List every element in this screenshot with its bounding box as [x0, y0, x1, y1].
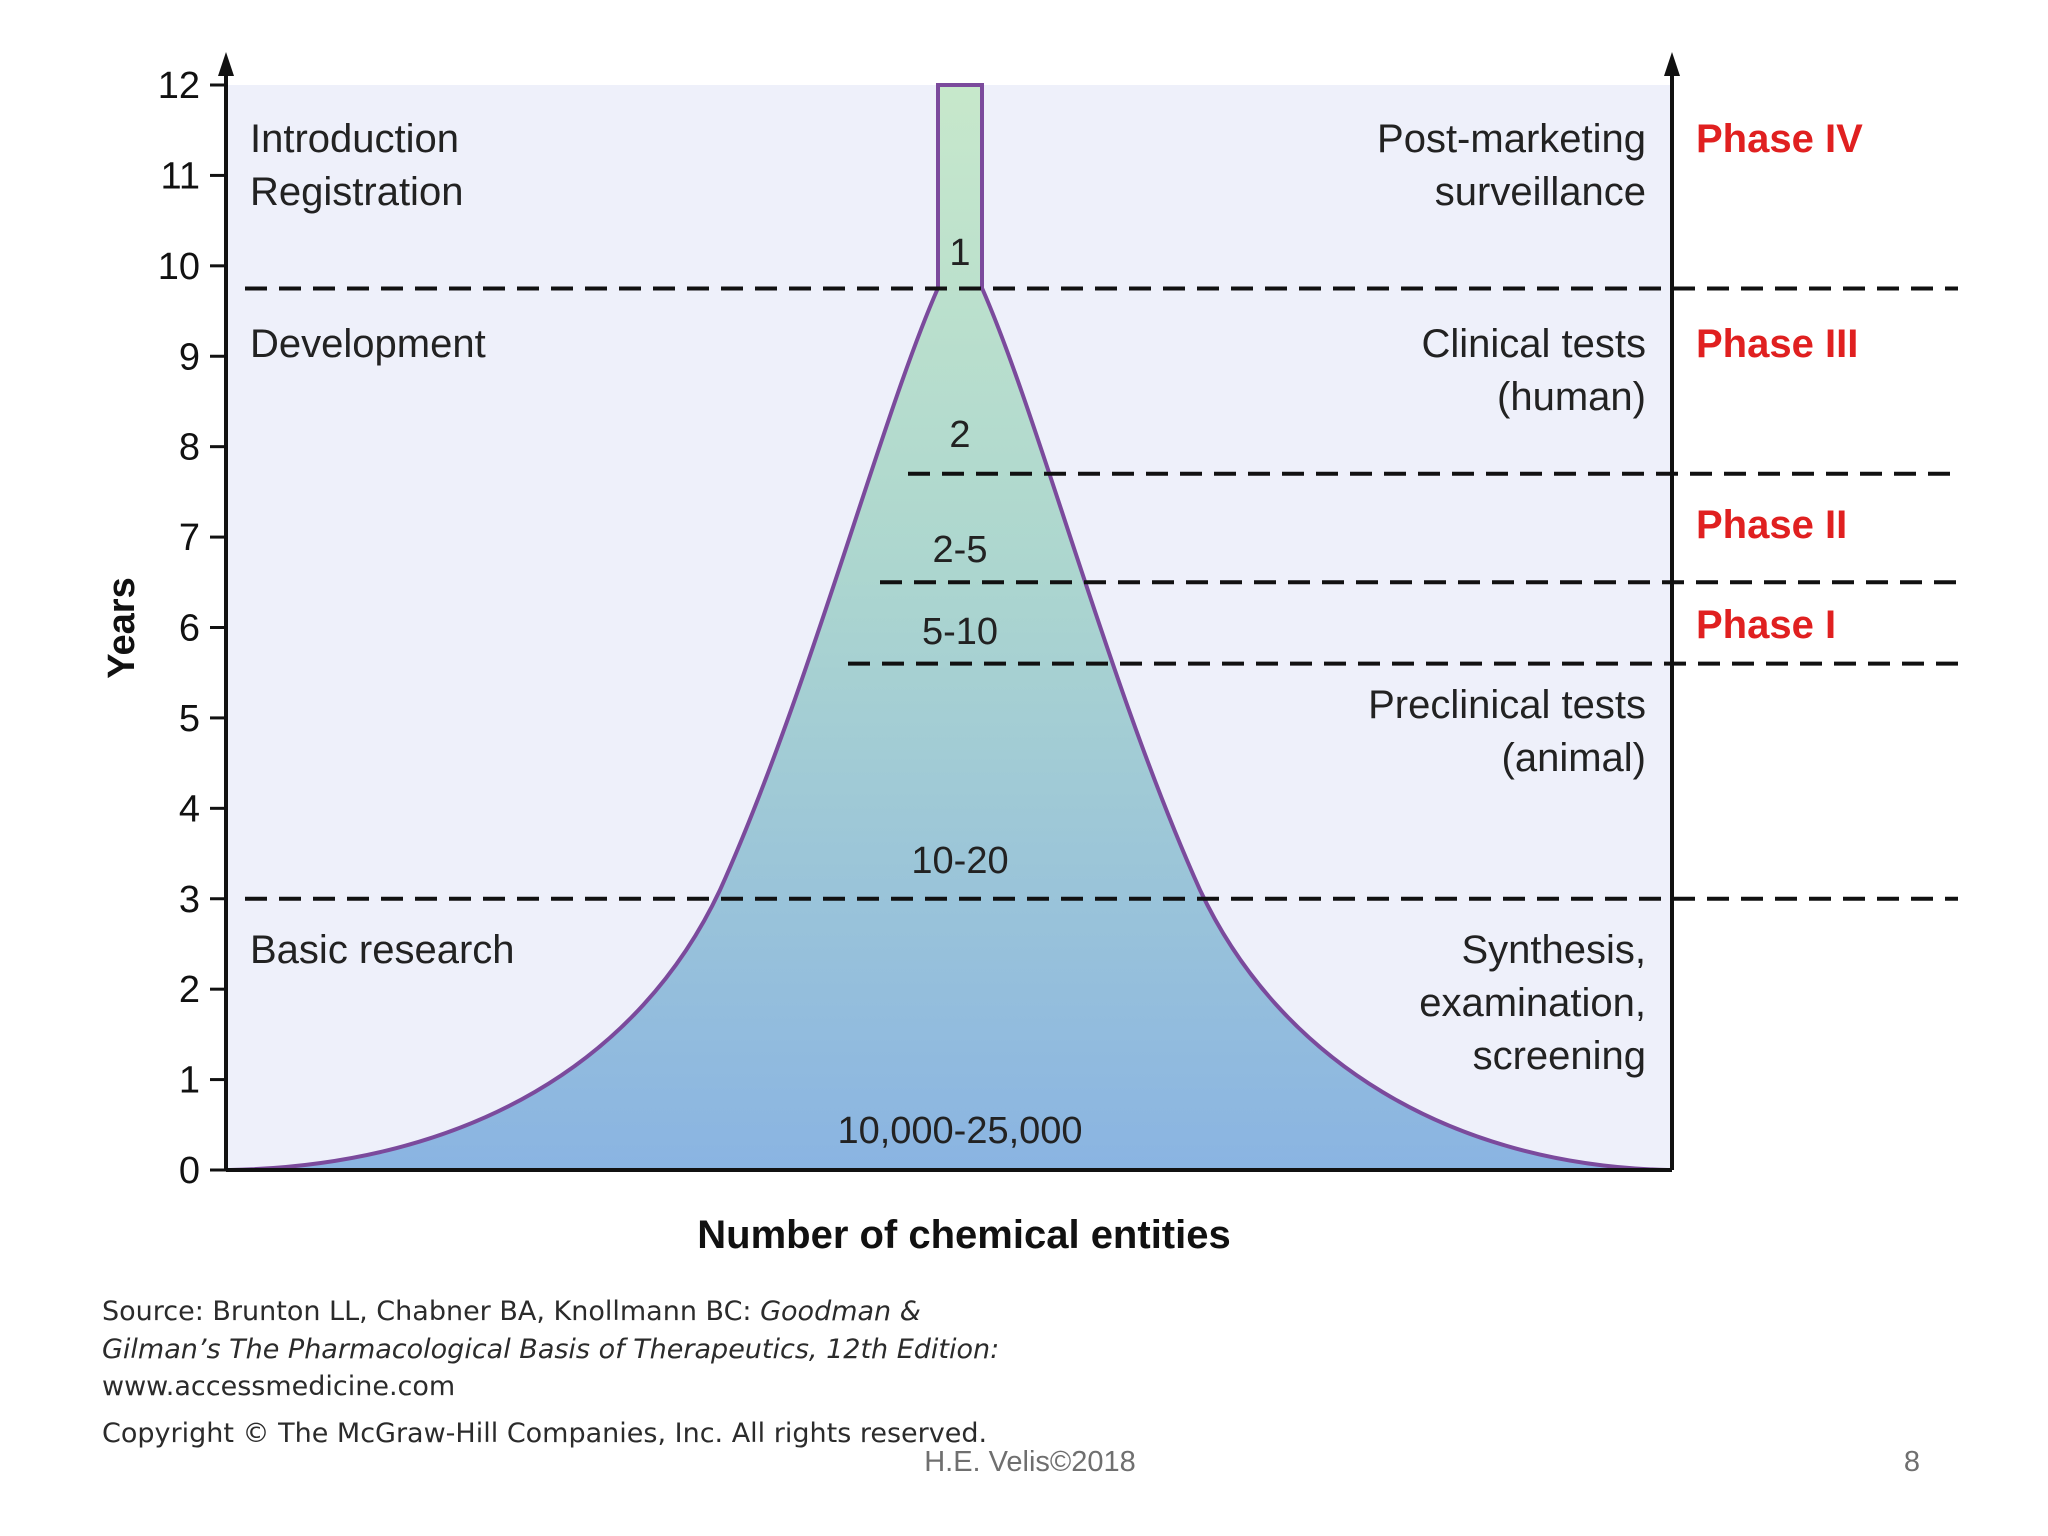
phase-iii-label: Phase III	[1696, 322, 1858, 366]
label-preclinical-tests: Preclinical tests	[1368, 683, 1646, 727]
label-development: Development	[250, 322, 486, 366]
copyright-notice: Copyright © The McGraw-Hill Companies, I…	[102, 1418, 988, 1449]
stage-boundaries	[245, 286, 1958, 901]
y-tick-label: 8	[179, 427, 200, 469]
count-5-10: 5-10	[922, 611, 998, 653]
label-post-marketing: Post-marketing	[1377, 117, 1646, 161]
label-clinical-tests: Clinical tests	[1421, 322, 1646, 366]
source-book-title: Gilman’s The Pharmacological Basis of Th…	[102, 1334, 1000, 1365]
page-number: 8	[1903, 1446, 1920, 1478]
y-tick-label: 7	[179, 517, 200, 559]
phase-ii-label: Phase II	[1696, 503, 1847, 547]
count-10-20: 10-20	[911, 840, 1008, 882]
y-axis-label: Years	[101, 577, 143, 678]
funnel-shape	[229, 83, 1669, 1172]
label-registration: Registration	[250, 170, 463, 214]
y-tick-label: 12	[158, 65, 200, 107]
footer-author: H.E. Velis©2018	[924, 1446, 1136, 1478]
y-tick-label: 4	[179, 788, 200, 830]
y-tick-label: 3	[179, 879, 200, 921]
y-tick-label: 1	[179, 1060, 200, 1102]
count-10000-25000: 10,000-25,000	[837, 1110, 1082, 1152]
count-2-5: 2-5	[933, 529, 988, 571]
label-human: (human)	[1497, 375, 1646, 419]
count-1: 1	[949, 232, 970, 274]
y-axis-arrow-icon	[218, 52, 234, 76]
source-website: www.accessmedicine.com	[102, 1371, 456, 1402]
label-surveillance: surveillance	[1435, 170, 1646, 214]
y-tick-label: 11	[161, 155, 200, 197]
label-screening: screening	[1473, 1034, 1646, 1078]
x-axis-label: Number of chemical entities	[697, 1213, 1230, 1257]
y-tick-label: 10	[158, 246, 200, 288]
label-animal: (animal)	[1502, 736, 1646, 780]
count-2: 2	[949, 414, 970, 456]
y-tick-label: 5	[179, 698, 200, 740]
y-tick-label: 0	[179, 1150, 200, 1192]
right-axis-arrow-icon	[1664, 52, 1680, 76]
label-basic-research: Basic research	[250, 928, 515, 972]
label-examination: examination,	[1419, 981, 1646, 1025]
label-introduction: Introduction	[250, 117, 459, 161]
label-synthesis: Synthesis,	[1461, 928, 1646, 972]
phase-iv-label: Phase IV	[1696, 117, 1863, 161]
y-tick-label: 6	[179, 608, 200, 650]
phase-i-label: Phase I	[1696, 603, 1836, 647]
y-tick-label: 2	[179, 969, 200, 1011]
source-citation-line-1: Source: Brunton LL, Chabner BA, Knollman…	[102, 1296, 921, 1327]
source-citation-line-2: Gilman’s The Pharmacological Basis of Th…	[102, 1334, 999, 1365]
y-tick-label: 9	[179, 336, 200, 378]
source-prefix: Source: Brunton LL, Chabner BA, Knollman…	[102, 1296, 761, 1327]
source-book-title-start: Goodman &	[760, 1296, 921, 1327]
